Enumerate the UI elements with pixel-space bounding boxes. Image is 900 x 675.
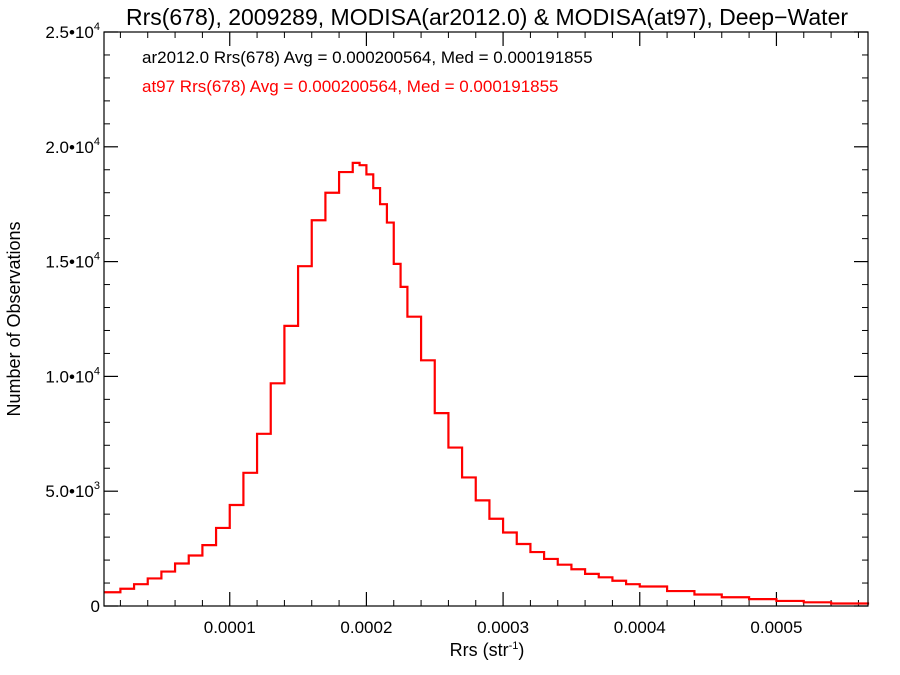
annotation-at97: at97 Rrs(678) Avg = 0.000200564, Med = 0…	[142, 77, 559, 96]
chart-title: Rrs(678), 2009289, MODISA(ar2012.0) & MO…	[126, 4, 848, 30]
x-tick-label: 0.0001	[204, 618, 256, 637]
annotation-ar2012: ar2012.0 Rrs(678) Avg = 0.000200564, Med…	[142, 48, 593, 67]
y-tick-label: 0	[91, 597, 100, 616]
y-tick-label: 2.0•104	[45, 136, 100, 157]
x-tick-label: 0.0002	[340, 618, 392, 637]
x-tick-label: 0.0004	[614, 618, 666, 637]
y-tick-labels: 0 5.0•103 1.0•104 1.5•104 2.0•104 2.5•104	[45, 21, 100, 616]
series-line-at97	[104, 161, 870, 605]
series-group	[104, 161, 870, 605]
y-axis-label: Number of Observations	[4, 221, 24, 416]
plot-frame	[103, 31, 869, 607]
x-axis-label: Rrs (str-1)	[450, 640, 525, 660]
x-tick-label: 0.0003	[477, 618, 529, 637]
x-tick-label: 0.0005	[750, 618, 802, 637]
y-tick-label: 2.5•104	[45, 21, 100, 42]
x-tick-labels: 0.0001 0.0002 0.0003 0.0004 0.0005	[204, 618, 803, 637]
annotation-lines: ar2012.0 Rrs(678) Avg = 0.000200564, Med…	[142, 48, 593, 96]
y-tick-label: 5.0•103	[45, 480, 100, 501]
y-tick-label: 1.5•104	[45, 251, 100, 272]
y-tick-label: 1.0•104	[45, 365, 100, 386]
axis-ticks	[104, 31, 868, 607]
